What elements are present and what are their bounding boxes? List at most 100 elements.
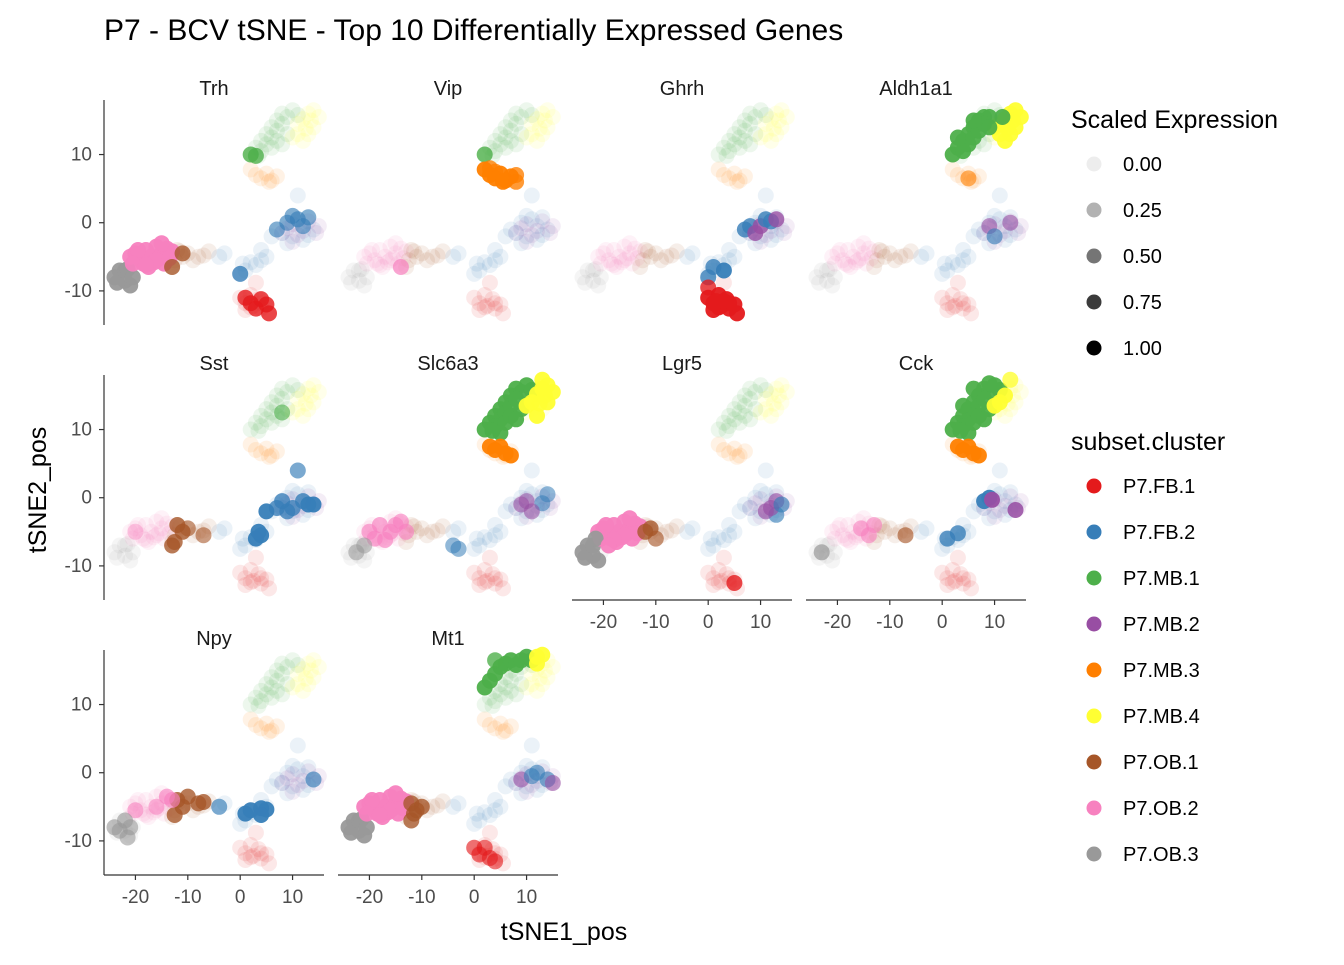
background-point bbox=[729, 448, 745, 465]
background-point bbox=[747, 126, 764, 143]
background-point bbox=[731, 139, 748, 156]
background-point bbox=[253, 132, 270, 149]
expression-point bbox=[305, 496, 322, 513]
background-point bbox=[358, 255, 375, 272]
background-point bbox=[366, 252, 383, 269]
background-point bbox=[952, 291, 969, 308]
background-point bbox=[944, 562, 961, 578]
background-point bbox=[487, 570, 504, 587]
background-point bbox=[263, 447, 280, 464]
background-point bbox=[429, 522, 446, 539]
background-point bbox=[502, 221, 519, 238]
background-point bbox=[768, 227, 785, 243]
background-point bbox=[495, 723, 511, 740]
background-point bbox=[268, 718, 285, 735]
background-point bbox=[237, 845, 254, 862]
background-point bbox=[773, 102, 790, 119]
background-point bbox=[752, 404, 769, 421]
background-point bbox=[850, 238, 867, 255]
expression-point bbox=[261, 305, 277, 322]
expression-point bbox=[348, 544, 365, 561]
x-tick-label: -20 bbox=[356, 887, 383, 908]
background-point bbox=[106, 544, 123, 561]
background-point bbox=[819, 262, 835, 279]
background-point bbox=[232, 540, 249, 557]
background-point bbox=[297, 395, 314, 412]
background-point bbox=[289, 401, 306, 418]
expression-point bbox=[984, 491, 1000, 508]
background-point bbox=[965, 503, 982, 520]
alpha-legend-key bbox=[1086, 340, 1102, 356]
background-point bbox=[705, 577, 722, 593]
background-point bbox=[289, 187, 306, 204]
y-tick-label: 0 bbox=[81, 213, 92, 234]
background-point bbox=[736, 112, 753, 129]
background-point bbox=[752, 129, 769, 146]
background-point bbox=[768, 126, 785, 143]
background-point bbox=[934, 564, 951, 581]
expression-point bbox=[600, 537, 617, 554]
background-point bbox=[747, 489, 764, 506]
background-point bbox=[300, 105, 317, 122]
background-point bbox=[466, 815, 483, 832]
background-point bbox=[587, 261, 604, 278]
background-point bbox=[653, 252, 669, 269]
background-point bbox=[658, 248, 675, 265]
background-point bbox=[487, 720, 504, 737]
background-point bbox=[763, 407, 779, 424]
background-point bbox=[253, 407, 270, 424]
background-point bbox=[258, 686, 275, 703]
y-tick-label: 0 bbox=[81, 763, 92, 784]
background-point bbox=[492, 686, 509, 703]
panel-slc6a3: Slc6a3 bbox=[340, 353, 561, 597]
background-point bbox=[492, 523, 509, 540]
background-point bbox=[770, 112, 787, 129]
background-point bbox=[242, 837, 259, 853]
background-point bbox=[731, 414, 748, 431]
background-point bbox=[263, 394, 280, 411]
background-point bbox=[300, 380, 317, 397]
background-point bbox=[487, 252, 504, 269]
background-point bbox=[590, 277, 607, 294]
background-point bbox=[508, 686, 525, 703]
y-tick-label: 0 bbox=[81, 488, 92, 509]
background-point bbox=[237, 577, 254, 593]
background-point bbox=[305, 394, 322, 411]
background-point bbox=[284, 228, 301, 245]
background-point bbox=[487, 792, 504, 808]
background-point bbox=[629, 250, 646, 267]
background-point bbox=[300, 655, 317, 672]
expression-point bbox=[508, 411, 525, 428]
background-point bbox=[268, 122, 285, 139]
background-point bbox=[850, 252, 867, 269]
background-point bbox=[137, 517, 154, 533]
background-point bbox=[195, 247, 212, 264]
background-point bbox=[518, 783, 535, 800]
background-point bbox=[302, 662, 319, 679]
y-tick-label: -10 bbox=[65, 281, 92, 302]
background-point bbox=[726, 126, 743, 143]
background-point bbox=[765, 395, 782, 412]
background-point bbox=[345, 262, 362, 279]
background-point bbox=[955, 252, 972, 269]
background-point bbox=[487, 517, 504, 533]
background-point bbox=[258, 715, 275, 732]
background-point bbox=[351, 262, 367, 279]
background-point bbox=[434, 518, 451, 535]
background-point bbox=[145, 529, 162, 546]
background-point bbox=[279, 676, 296, 693]
alpha-legend-label: 0.50 bbox=[1123, 246, 1162, 268]
panel-title: Aldh1a1 bbox=[879, 78, 952, 100]
background-point bbox=[752, 482, 769, 499]
background-point bbox=[117, 547, 133, 564]
background-point bbox=[736, 387, 753, 404]
background-point bbox=[466, 540, 483, 557]
x-tick-label: 0 bbox=[937, 612, 948, 633]
expression-point bbox=[274, 404, 291, 421]
background-point bbox=[258, 411, 275, 428]
background-point bbox=[513, 235, 530, 252]
background-point bbox=[468, 255, 485, 272]
background-point bbox=[261, 723, 277, 740]
